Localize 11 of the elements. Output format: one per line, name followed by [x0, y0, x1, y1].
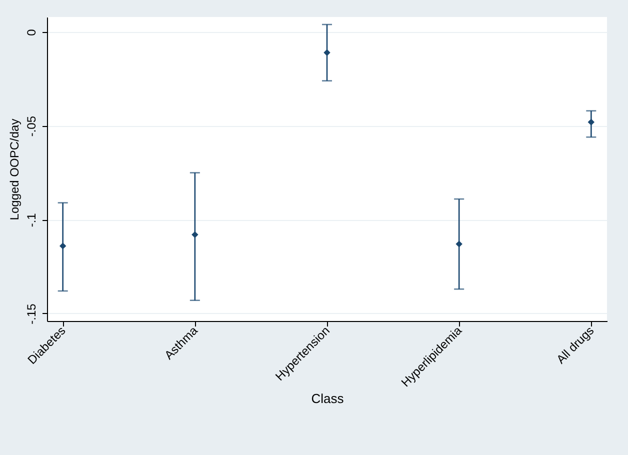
point	[588, 118, 595, 126]
x-axis-title: Class	[311, 390, 344, 406]
point	[456, 240, 462, 248]
point	[324, 49, 330, 56]
point	[192, 231, 198, 238]
y-tick-label: -.15	[24, 303, 38, 324]
y-tick-label: 0	[24, 28, 38, 36]
y-tick-label: -.05	[24, 116, 38, 137]
y-tick-label: -.1	[24, 212, 38, 228]
point	[59, 242, 66, 250]
y-axis-title: Logged OOPC/day	[8, 118, 22, 220]
